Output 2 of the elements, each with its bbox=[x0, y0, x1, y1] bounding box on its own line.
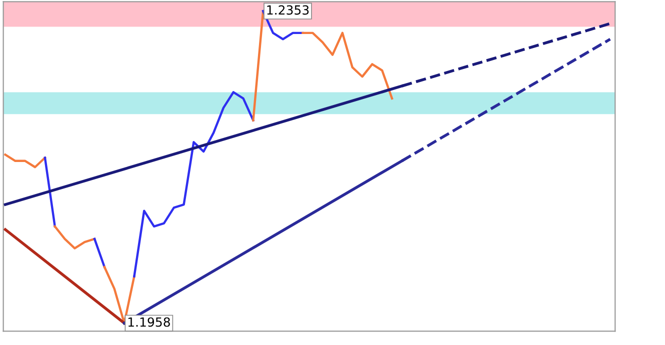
annotation: 1.2353 bbox=[267, 5, 309, 15]
annotation: 1.1958 bbox=[128, 317, 170, 327]
